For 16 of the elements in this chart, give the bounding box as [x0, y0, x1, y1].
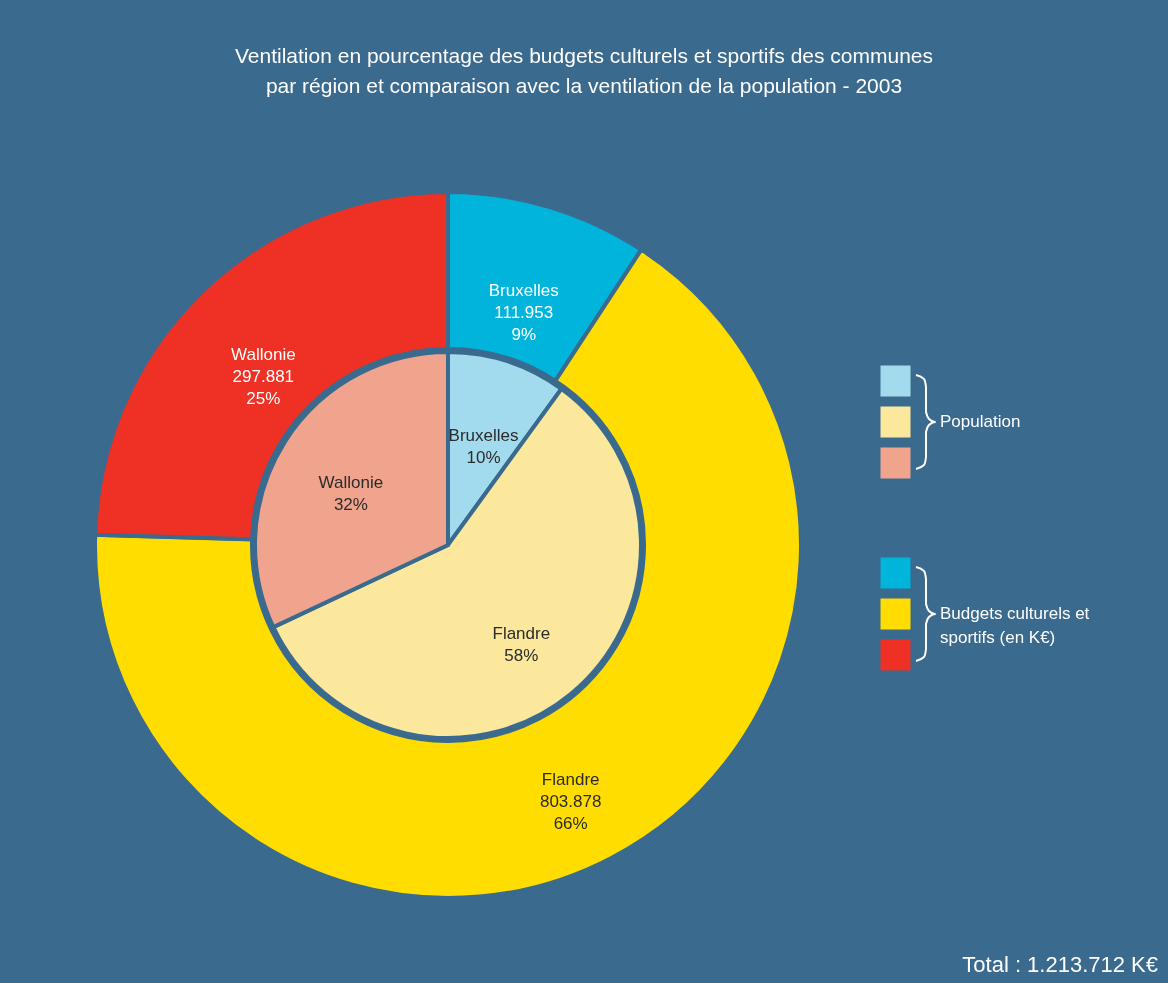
data-label: 32%: [333, 495, 368, 515]
data-label: 803.878 66%: [539, 791, 602, 833]
slice-label: Flandre: [541, 769, 600, 789]
data-label: 297.881 25%: [232, 366, 295, 408]
data-label: 10%: [466, 447, 501, 467]
legend-label: Population: [940, 412, 1021, 431]
slice-label: Flandre: [492, 623, 551, 643]
data-label: 111.953 9%: [494, 303, 554, 345]
slice-label: Bruxelles: [448, 425, 519, 445]
slice-label: Wallonie: [231, 344, 296, 364]
chart-title: Ventilation en pourcentage des budgets culturels et sportifs des communes par région et comparaison avec la ventilation de la population - 2003: [234, 44, 934, 97]
text: Total : 1.213.712 K€: [962, 952, 1158, 977]
legend-label: Budgets culturels et sportifs (en K€): [940, 604, 1090, 647]
slice-label: Wallonie: [318, 473, 384, 493]
slice-label: Bruxelles: [488, 281, 559, 301]
data-label: 58%: [504, 645, 539, 665]
